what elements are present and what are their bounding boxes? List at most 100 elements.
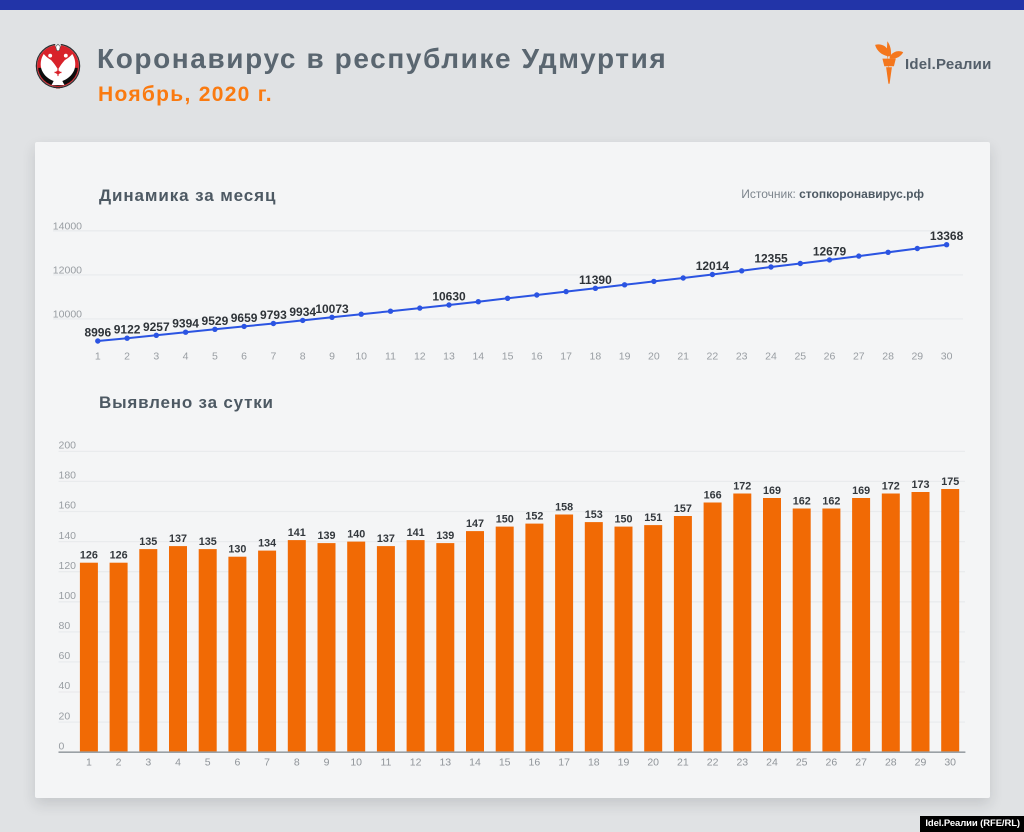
svg-text:137: 137 — [169, 533, 187, 545]
svg-text:2: 2 — [116, 756, 122, 768]
svg-text:24: 24 — [765, 351, 777, 363]
svg-text:12014: 12014 — [696, 259, 730, 273]
svg-text:7: 7 — [270, 351, 276, 363]
svg-text:15: 15 — [502, 351, 514, 363]
svg-text:157: 157 — [674, 503, 692, 515]
svg-text:12: 12 — [410, 756, 422, 768]
svg-text:25: 25 — [794, 351, 806, 363]
svg-text:175: 175 — [941, 476, 959, 488]
svg-text:172: 172 — [733, 480, 751, 492]
svg-text:25: 25 — [796, 756, 808, 768]
svg-text:200: 200 — [59, 440, 77, 452]
svg-text:11: 11 — [385, 351, 396, 363]
svg-text:15: 15 — [499, 756, 511, 768]
svg-text:134: 134 — [258, 537, 276, 549]
svg-text:9659: 9659 — [231, 311, 258, 325]
svg-text:151: 151 — [644, 512, 662, 524]
svg-text:10: 10 — [350, 756, 362, 768]
svg-text:19: 19 — [619, 351, 631, 363]
svg-text:2: 2 — [124, 351, 130, 363]
svg-text:152: 152 — [525, 510, 543, 522]
svg-text:22: 22 — [707, 351, 719, 363]
svg-text:140: 140 — [59, 530, 77, 542]
svg-text:126: 126 — [110, 550, 128, 562]
svg-text:9122: 9122 — [114, 323, 141, 337]
svg-text:139: 139 — [317, 530, 335, 542]
svg-text:135: 135 — [139, 536, 157, 548]
svg-text:6: 6 — [241, 351, 247, 363]
svg-text:162: 162 — [793, 495, 811, 507]
svg-text:160: 160 — [59, 500, 77, 512]
svg-text:11390: 11390 — [579, 273, 612, 287]
svg-text:0: 0 — [59, 740, 65, 752]
svg-text:17: 17 — [560, 351, 572, 363]
svg-text:80: 80 — [59, 620, 71, 632]
svg-text:16: 16 — [529, 756, 541, 768]
svg-text:135: 135 — [199, 536, 217, 548]
svg-text:100: 100 — [59, 590, 77, 602]
svg-text:5: 5 — [212, 351, 218, 363]
svg-text:12: 12 — [414, 351, 426, 363]
svg-text:162: 162 — [822, 495, 840, 507]
svg-text:140: 140 — [347, 528, 365, 540]
svg-text:11: 11 — [380, 756, 391, 768]
svg-text:21: 21 — [677, 351, 689, 363]
svg-text:10630: 10630 — [432, 290, 466, 304]
svg-text:8: 8 — [294, 756, 300, 768]
svg-text:9793: 9793 — [260, 308, 287, 322]
svg-text:137: 137 — [377, 533, 395, 545]
svg-text:20: 20 — [648, 351, 660, 363]
svg-text:18: 18 — [590, 351, 602, 363]
svg-text:7: 7 — [264, 756, 270, 768]
svg-text:13: 13 — [439, 756, 451, 768]
svg-text:20: 20 — [59, 710, 71, 722]
svg-text:166: 166 — [704, 489, 722, 501]
svg-text:9: 9 — [324, 756, 330, 768]
svg-text:22: 22 — [707, 756, 719, 768]
svg-text:19: 19 — [618, 756, 630, 768]
svg-text:12000: 12000 — [53, 265, 82, 277]
svg-text:4: 4 — [175, 756, 181, 768]
svg-text:12355: 12355 — [754, 252, 788, 266]
svg-text:130: 130 — [228, 544, 246, 556]
svg-text:172: 172 — [882, 480, 900, 492]
svg-text:18: 18 — [588, 756, 600, 768]
svg-text:169: 169 — [763, 485, 781, 497]
svg-text:13: 13 — [443, 351, 455, 363]
svg-text:21: 21 — [677, 756, 689, 768]
svg-text:26: 26 — [826, 756, 838, 768]
svg-text:9934: 9934 — [289, 305, 316, 319]
svg-text:8996: 8996 — [84, 326, 111, 340]
svg-text:9257: 9257 — [143, 320, 170, 334]
svg-text:141: 141 — [288, 527, 306, 539]
svg-text:4: 4 — [183, 351, 189, 363]
svg-text:8: 8 — [300, 351, 306, 363]
svg-text:16: 16 — [531, 351, 543, 363]
svg-text:24: 24 — [766, 756, 778, 768]
svg-text:27: 27 — [855, 756, 867, 768]
svg-text:10073: 10073 — [315, 302, 349, 316]
svg-text:10: 10 — [355, 351, 367, 363]
svg-text:150: 150 — [496, 513, 514, 525]
svg-text:6: 6 — [234, 756, 240, 768]
svg-text:1: 1 — [86, 756, 92, 768]
svg-text:139: 139 — [436, 530, 454, 542]
svg-text:29: 29 — [911, 351, 923, 363]
svg-text:153: 153 — [585, 509, 603, 521]
svg-text:14: 14 — [469, 756, 481, 768]
svg-text:13368: 13368 — [930, 229, 964, 243]
svg-text:26: 26 — [824, 351, 836, 363]
svg-text:27: 27 — [853, 351, 865, 363]
svg-text:9: 9 — [329, 351, 335, 363]
svg-text:5: 5 — [205, 756, 211, 768]
svg-text:141: 141 — [407, 527, 425, 539]
svg-text:28: 28 — [882, 351, 894, 363]
svg-text:158: 158 — [555, 501, 573, 513]
svg-text:126: 126 — [80, 550, 98, 562]
svg-text:17: 17 — [558, 756, 570, 768]
svg-text:147: 147 — [466, 518, 484, 530]
svg-text:10000: 10000 — [53, 309, 82, 321]
svg-text:28: 28 — [885, 756, 897, 768]
svg-text:23: 23 — [736, 756, 748, 768]
svg-text:14000: 14000 — [53, 220, 82, 232]
